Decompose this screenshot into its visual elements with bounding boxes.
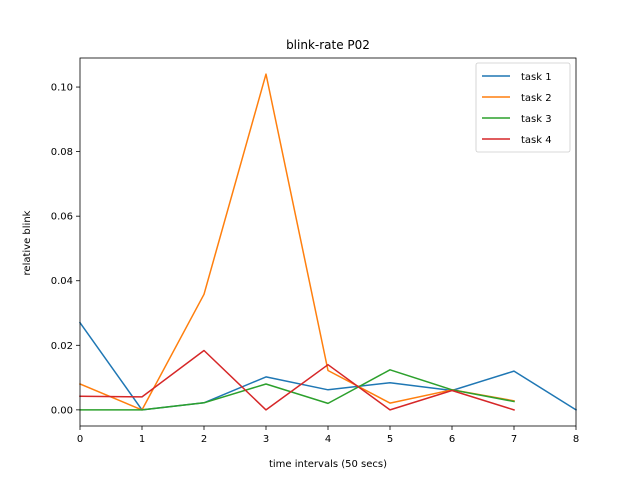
x-tick-label: 4 (325, 434, 331, 445)
x-tick-label: 2 (201, 434, 207, 445)
x-tick-label: 3 (263, 434, 269, 445)
x-tick-label: 5 (387, 434, 393, 445)
y-tick-label: 0.04 (51, 276, 73, 287)
series-line-task-2 (79, 73, 515, 411)
plot-lines (78, 73, 578, 411)
x-axis-label: time intervals (50 secs) (269, 459, 387, 470)
y-tick-label: 0.06 (51, 212, 73, 223)
legend-label: task 3 (521, 114, 552, 125)
series-line-task-3 (79, 369, 515, 411)
legend: task 1 task 2 task 3 task 4 (475, 62, 571, 153)
x-tick-label: 6 (449, 434, 455, 445)
y-tick-label: 0.08 (51, 147, 73, 158)
legend-label: task 1 (521, 72, 552, 83)
plot-frame (79, 57, 577, 427)
y-tick-label: 0.02 (51, 341, 73, 352)
legend-label: task 4 (521, 135, 552, 146)
legend-label: task 2 (521, 93, 552, 104)
x-tick-label: 1 (139, 434, 145, 445)
y-axis-label: relative blink (22, 210, 33, 275)
y-tick-label: 0.10 (51, 83, 73, 94)
y-tick-label: 0.00 (51, 405, 73, 416)
chart-title: blink-rate P02 (286, 38, 370, 52)
series-line-task-1 (78, 321, 578, 411)
y-axis-ticks: 0.00 0.02 0.04 0.06 0.08 0.10 (51, 83, 80, 416)
legend-box (475, 62, 571, 153)
x-tick-label: 8 (573, 434, 579, 445)
series-line-task-4 (79, 349, 515, 411)
x-axis-ticks: 0 1 2 3 4 5 6 7 8 (77, 426, 579, 445)
x-tick-label: 0 (77, 434, 83, 445)
x-tick-label: 7 (511, 434, 517, 445)
